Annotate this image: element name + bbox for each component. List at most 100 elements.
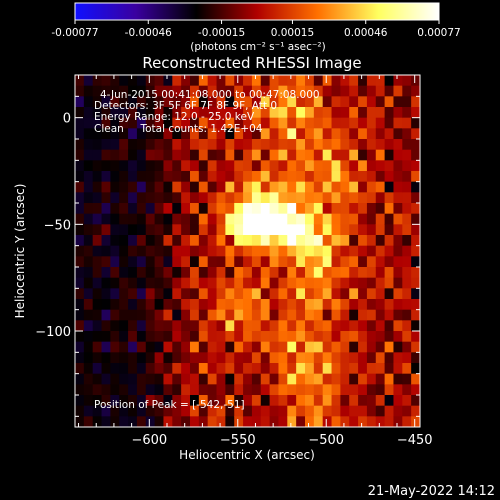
heatmap-cell bbox=[92, 320, 103, 332]
heatmap-cell bbox=[278, 331, 288, 343]
heatmap-cell bbox=[251, 277, 262, 289]
heatmap-cell bbox=[305, 363, 315, 375]
heatmap-cell bbox=[216, 341, 226, 353]
heatmap-cell bbox=[154, 331, 165, 343]
heatmap-cell bbox=[393, 149, 403, 161]
heatmap-cell bbox=[216, 128, 226, 140]
heatmap-cell bbox=[402, 149, 412, 161]
heatmap-cell bbox=[207, 107, 218, 119]
heatmap-cell bbox=[313, 117, 324, 129]
heatmap-cell bbox=[128, 128, 138, 140]
heatmap-cell bbox=[101, 203, 111, 215]
annotation-energy-range: Energy Range: 12.0 - 25.0 keV bbox=[94, 111, 255, 123]
heatmap-cell bbox=[305, 267, 315, 279]
heatmap-cell bbox=[101, 117, 111, 129]
heatmap-cell bbox=[278, 352, 288, 364]
heatmap-cell bbox=[366, 256, 377, 268]
heatmap-cell bbox=[207, 405, 218, 417]
heatmap-cell bbox=[296, 203, 306, 215]
heatmap-cell bbox=[349, 277, 359, 289]
heatmap-cell bbox=[331, 203, 341, 215]
heatmap-cell bbox=[216, 139, 226, 151]
heatmap-cell bbox=[260, 309, 271, 321]
heatmap-cell bbox=[92, 267, 103, 279]
heatmap-cell bbox=[411, 405, 420, 417]
heatmap-cell bbox=[225, 405, 235, 417]
heatmap-cell bbox=[243, 256, 253, 268]
heatmap-cell bbox=[110, 405, 120, 417]
heatmap-cell bbox=[216, 171, 226, 183]
heatmap-cell bbox=[75, 213, 85, 225]
heatmap-cell bbox=[366, 149, 377, 161]
heatmap-cell bbox=[305, 96, 315, 108]
heatmap-cell bbox=[172, 171, 182, 183]
heatmap-cell bbox=[269, 267, 280, 279]
chart-title: Reconstructed RHESSI Image bbox=[142, 54, 361, 72]
heatmap-cell bbox=[402, 277, 412, 289]
heatmap-cell bbox=[313, 181, 324, 193]
heatmap-cell bbox=[305, 181, 315, 193]
heatmap-cell bbox=[198, 75, 209, 87]
heatmap-cell bbox=[393, 96, 403, 108]
heatmap-cell bbox=[269, 75, 280, 87]
heatmap-cell bbox=[375, 320, 386, 332]
heatmap-cell bbox=[402, 416, 412, 427]
heatmap-cell bbox=[358, 299, 368, 311]
heatmap-cell bbox=[358, 245, 368, 257]
heatmap-cell bbox=[402, 384, 412, 396]
heatmap-cell bbox=[243, 395, 253, 407]
heatmap-cell bbox=[136, 320, 147, 332]
heatmap-cell bbox=[128, 363, 138, 375]
heatmap-cell bbox=[119, 416, 129, 427]
heatmap-cell bbox=[216, 277, 226, 289]
heatmap-cell bbox=[181, 128, 191, 140]
heatmap-cell bbox=[136, 139, 147, 151]
heatmap-cell bbox=[411, 395, 420, 407]
heatmap-cell bbox=[260, 277, 271, 289]
heatmap-cell bbox=[172, 149, 182, 161]
heatmap-cell bbox=[411, 288, 420, 300]
heatmap-cell bbox=[251, 384, 262, 396]
heatmap-cell bbox=[83, 96, 94, 108]
heatmap-cell bbox=[366, 107, 377, 119]
heatmap-cell bbox=[172, 256, 182, 268]
heatmap-cell bbox=[225, 160, 235, 172]
heatmap-cell bbox=[287, 213, 297, 225]
heatmap-cell bbox=[269, 160, 280, 172]
heatmap-cell bbox=[163, 192, 173, 204]
heatmap-cell bbox=[411, 309, 420, 321]
heatmap-cell bbox=[349, 85, 359, 97]
heatmap-cell bbox=[207, 277, 218, 289]
heatmap-cell bbox=[101, 107, 111, 119]
heatmap-cell bbox=[181, 235, 191, 247]
heatmap-cell bbox=[128, 192, 138, 204]
heatmap-cell bbox=[278, 181, 288, 193]
heatmap-cell bbox=[128, 203, 138, 215]
heatmap-cell bbox=[313, 331, 324, 343]
heatmap-cell bbox=[190, 213, 200, 225]
heatmap-cell bbox=[136, 299, 147, 311]
heatmap-cell bbox=[278, 107, 288, 119]
heatmap-cell bbox=[198, 117, 209, 129]
heatmap-cell bbox=[190, 75, 200, 87]
heatmap-cell bbox=[296, 149, 306, 161]
heatmap-cell bbox=[340, 384, 350, 396]
heatmap-cell bbox=[128, 299, 138, 311]
heatmap-cell bbox=[331, 128, 341, 140]
heatmap-cell bbox=[92, 395, 103, 407]
heatmap-cell bbox=[411, 85, 420, 97]
heatmap-cell bbox=[366, 299, 377, 311]
heatmap-cell bbox=[296, 85, 306, 97]
heatmap-cell bbox=[119, 320, 129, 332]
heatmap-cell bbox=[402, 309, 412, 321]
heatmap-cell bbox=[287, 341, 297, 353]
heatmap-cell bbox=[243, 341, 253, 353]
heatmap-cell bbox=[119, 373, 129, 385]
heatmap-cell bbox=[251, 213, 262, 225]
heatmap-cell bbox=[296, 160, 306, 172]
heatmap-cell bbox=[375, 213, 386, 225]
heatmap-cell bbox=[349, 139, 359, 151]
heatmap-cell bbox=[163, 107, 173, 119]
heatmap-cell bbox=[366, 171, 377, 183]
heatmap-cell bbox=[349, 352, 359, 364]
